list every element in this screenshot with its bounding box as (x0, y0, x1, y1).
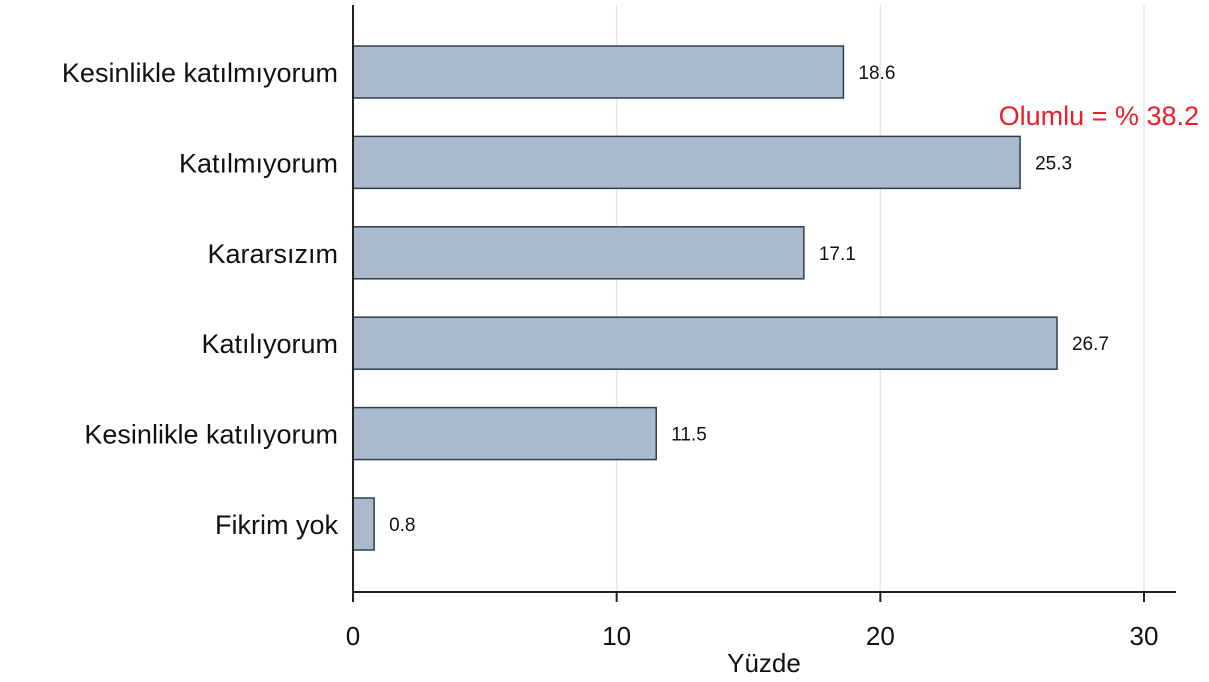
category-label-5: Fikrim yok (215, 510, 338, 540)
value-label-3: 26.7 (1072, 334, 1109, 355)
category-label-1: Katılmıyorum (179, 148, 338, 178)
x-axis-title: Yüzde (727, 648, 801, 678)
bar-3 (352, 316, 1058, 370)
x-tick-label-1: 10 (602, 621, 631, 651)
bar-4 (352, 406, 657, 461)
axes (352, 5, 1176, 593)
annotation-text: Olumlu = % 38.2 (999, 101, 1199, 131)
value-label-1: 25.3 (1035, 153, 1072, 174)
bars (352, 45, 1058, 551)
value-label-0: 18.6 (858, 63, 895, 84)
category-label-4: Kesinlikle katılıyorum (84, 420, 338, 450)
category-label-3: Katılıyorum (201, 329, 338, 359)
x-axis-ticks: 0 10 20 30 (346, 592, 1159, 651)
x-tick-label-2: 20 (866, 621, 895, 651)
value-label-5: 0.8 (389, 515, 415, 536)
grid-lines (615, 5, 1145, 592)
category-label-0: Kesinlikle katılmıyorum (62, 58, 338, 88)
bar-2 (352, 226, 805, 280)
bar-1 (352, 135, 1021, 190)
bar-5 (352, 497, 375, 551)
x-tick-label-0: 0 (346, 621, 360, 651)
labels: Kesinlikle katılmıyorum 18.6 Katılmıyorum 2… (62, 58, 1109, 540)
value-label-4: 11.5 (671, 425, 707, 446)
category-label-2: Kararsızım (207, 239, 338, 269)
x-tick-label-3: 30 (1130, 621, 1159, 651)
bar-0 (352, 45, 845, 99)
value-label-2: 17.1 (819, 244, 856, 265)
